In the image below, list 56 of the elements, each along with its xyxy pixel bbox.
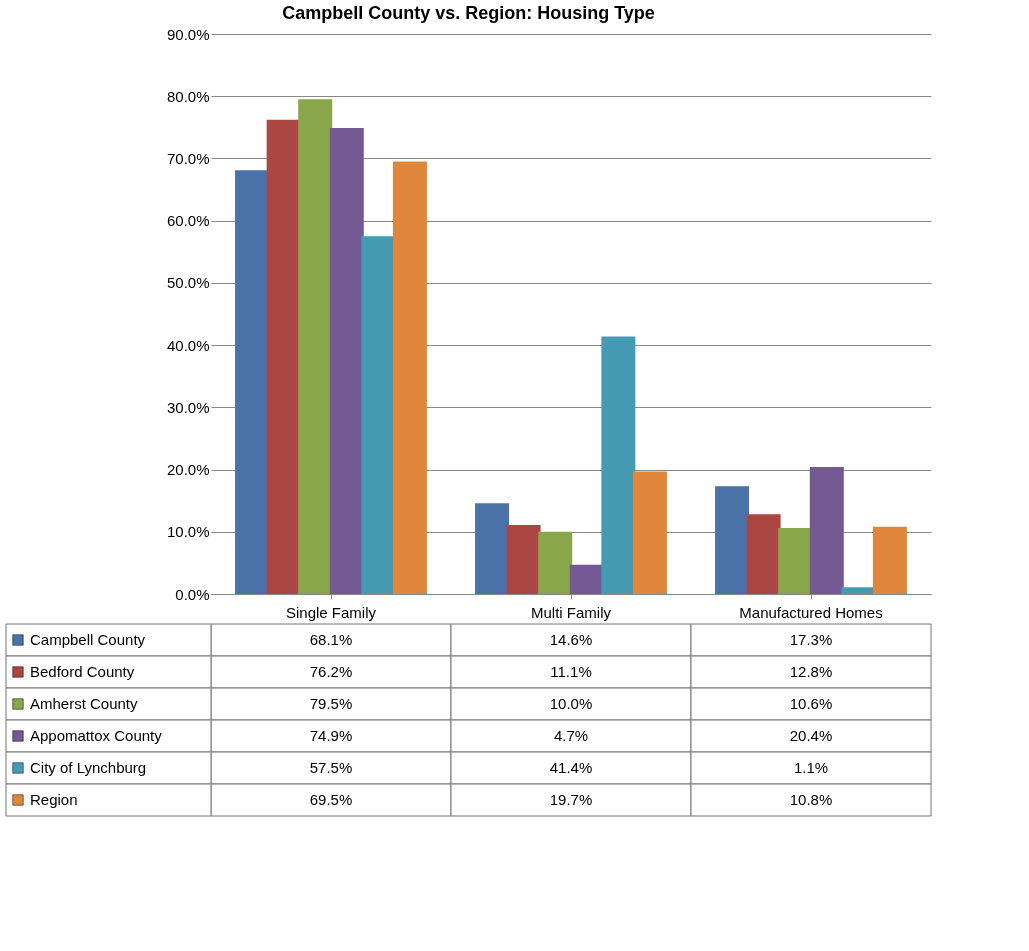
bar (266, 119, 301, 594)
legend-label: Amherst County (30, 695, 139, 712)
bar (538, 531, 573, 594)
data-label: 10.6% (789, 695, 833, 712)
bar (601, 336, 636, 594)
bar (506, 524, 541, 594)
y-tick-label: 40.0% (166, 336, 210, 354)
y-tick-label: 50.0% (166, 274, 210, 292)
bar (298, 99, 333, 594)
y-tick-label: 30.0% (166, 398, 210, 416)
data-label: 19.7% (549, 791, 593, 808)
y-tick-label: 0.0% (175, 585, 210, 603)
legend-label: Bedford County (30, 663, 135, 680)
data-label: 74.9% (309, 727, 353, 744)
data-label: 1.1% (793, 759, 829, 776)
bar (872, 526, 907, 594)
x-tick-label: Manufactured Homes (739, 603, 883, 621)
legend-label: City of Lynchburg (30, 759, 147, 776)
x-tick-label: Single Family (285, 603, 377, 621)
data-label: 76.2% (309, 663, 353, 680)
data-label: 10.0% (549, 695, 593, 712)
bar (715, 486, 750, 594)
y-tick-label: 70.0% (166, 149, 210, 167)
bar (235, 170, 270, 594)
y-tick-label: 60.0% (166, 212, 210, 230)
bar (809, 467, 844, 594)
data-label: 57.5% (309, 759, 353, 776)
data-label: 17.3% (789, 631, 833, 648)
data-label: 41.4% (549, 759, 593, 776)
bar (632, 471, 667, 594)
bar (569, 564, 604, 594)
chart-title: Campbell County vs. Region: Housing Type (282, 3, 655, 23)
bar (361, 236, 396, 594)
data-label: 69.5% (309, 791, 353, 808)
y-tick-label: 90.0% (166, 25, 210, 43)
data-label: 20.4% (789, 727, 833, 744)
legend-label: Region (30, 791, 78, 808)
data-label: 12.8% (789, 663, 833, 680)
data-label: 14.6% (549, 631, 593, 648)
legend-label: Campbell County (30, 631, 146, 648)
legend-label: Appomattox County (30, 727, 163, 744)
data-label: 79.5% (309, 695, 353, 712)
bar (392, 161, 427, 594)
bar (475, 503, 510, 594)
data-label: 10.8% (789, 791, 833, 808)
bar (841, 587, 876, 594)
data-label: 11.1% (550, 663, 592, 680)
y-tick-label: 10.0% (166, 523, 210, 541)
x-tick-label: Multi Family (530, 603, 612, 621)
data-label: 4.7% (553, 727, 589, 744)
y-tick-label: 80.0% (166, 87, 210, 105)
data-label: 68.1% (309, 631, 353, 648)
bar (746, 514, 781, 594)
y-tick-label: 20.0% (166, 461, 210, 479)
bar (329, 127, 364, 594)
bar (778, 528, 813, 594)
